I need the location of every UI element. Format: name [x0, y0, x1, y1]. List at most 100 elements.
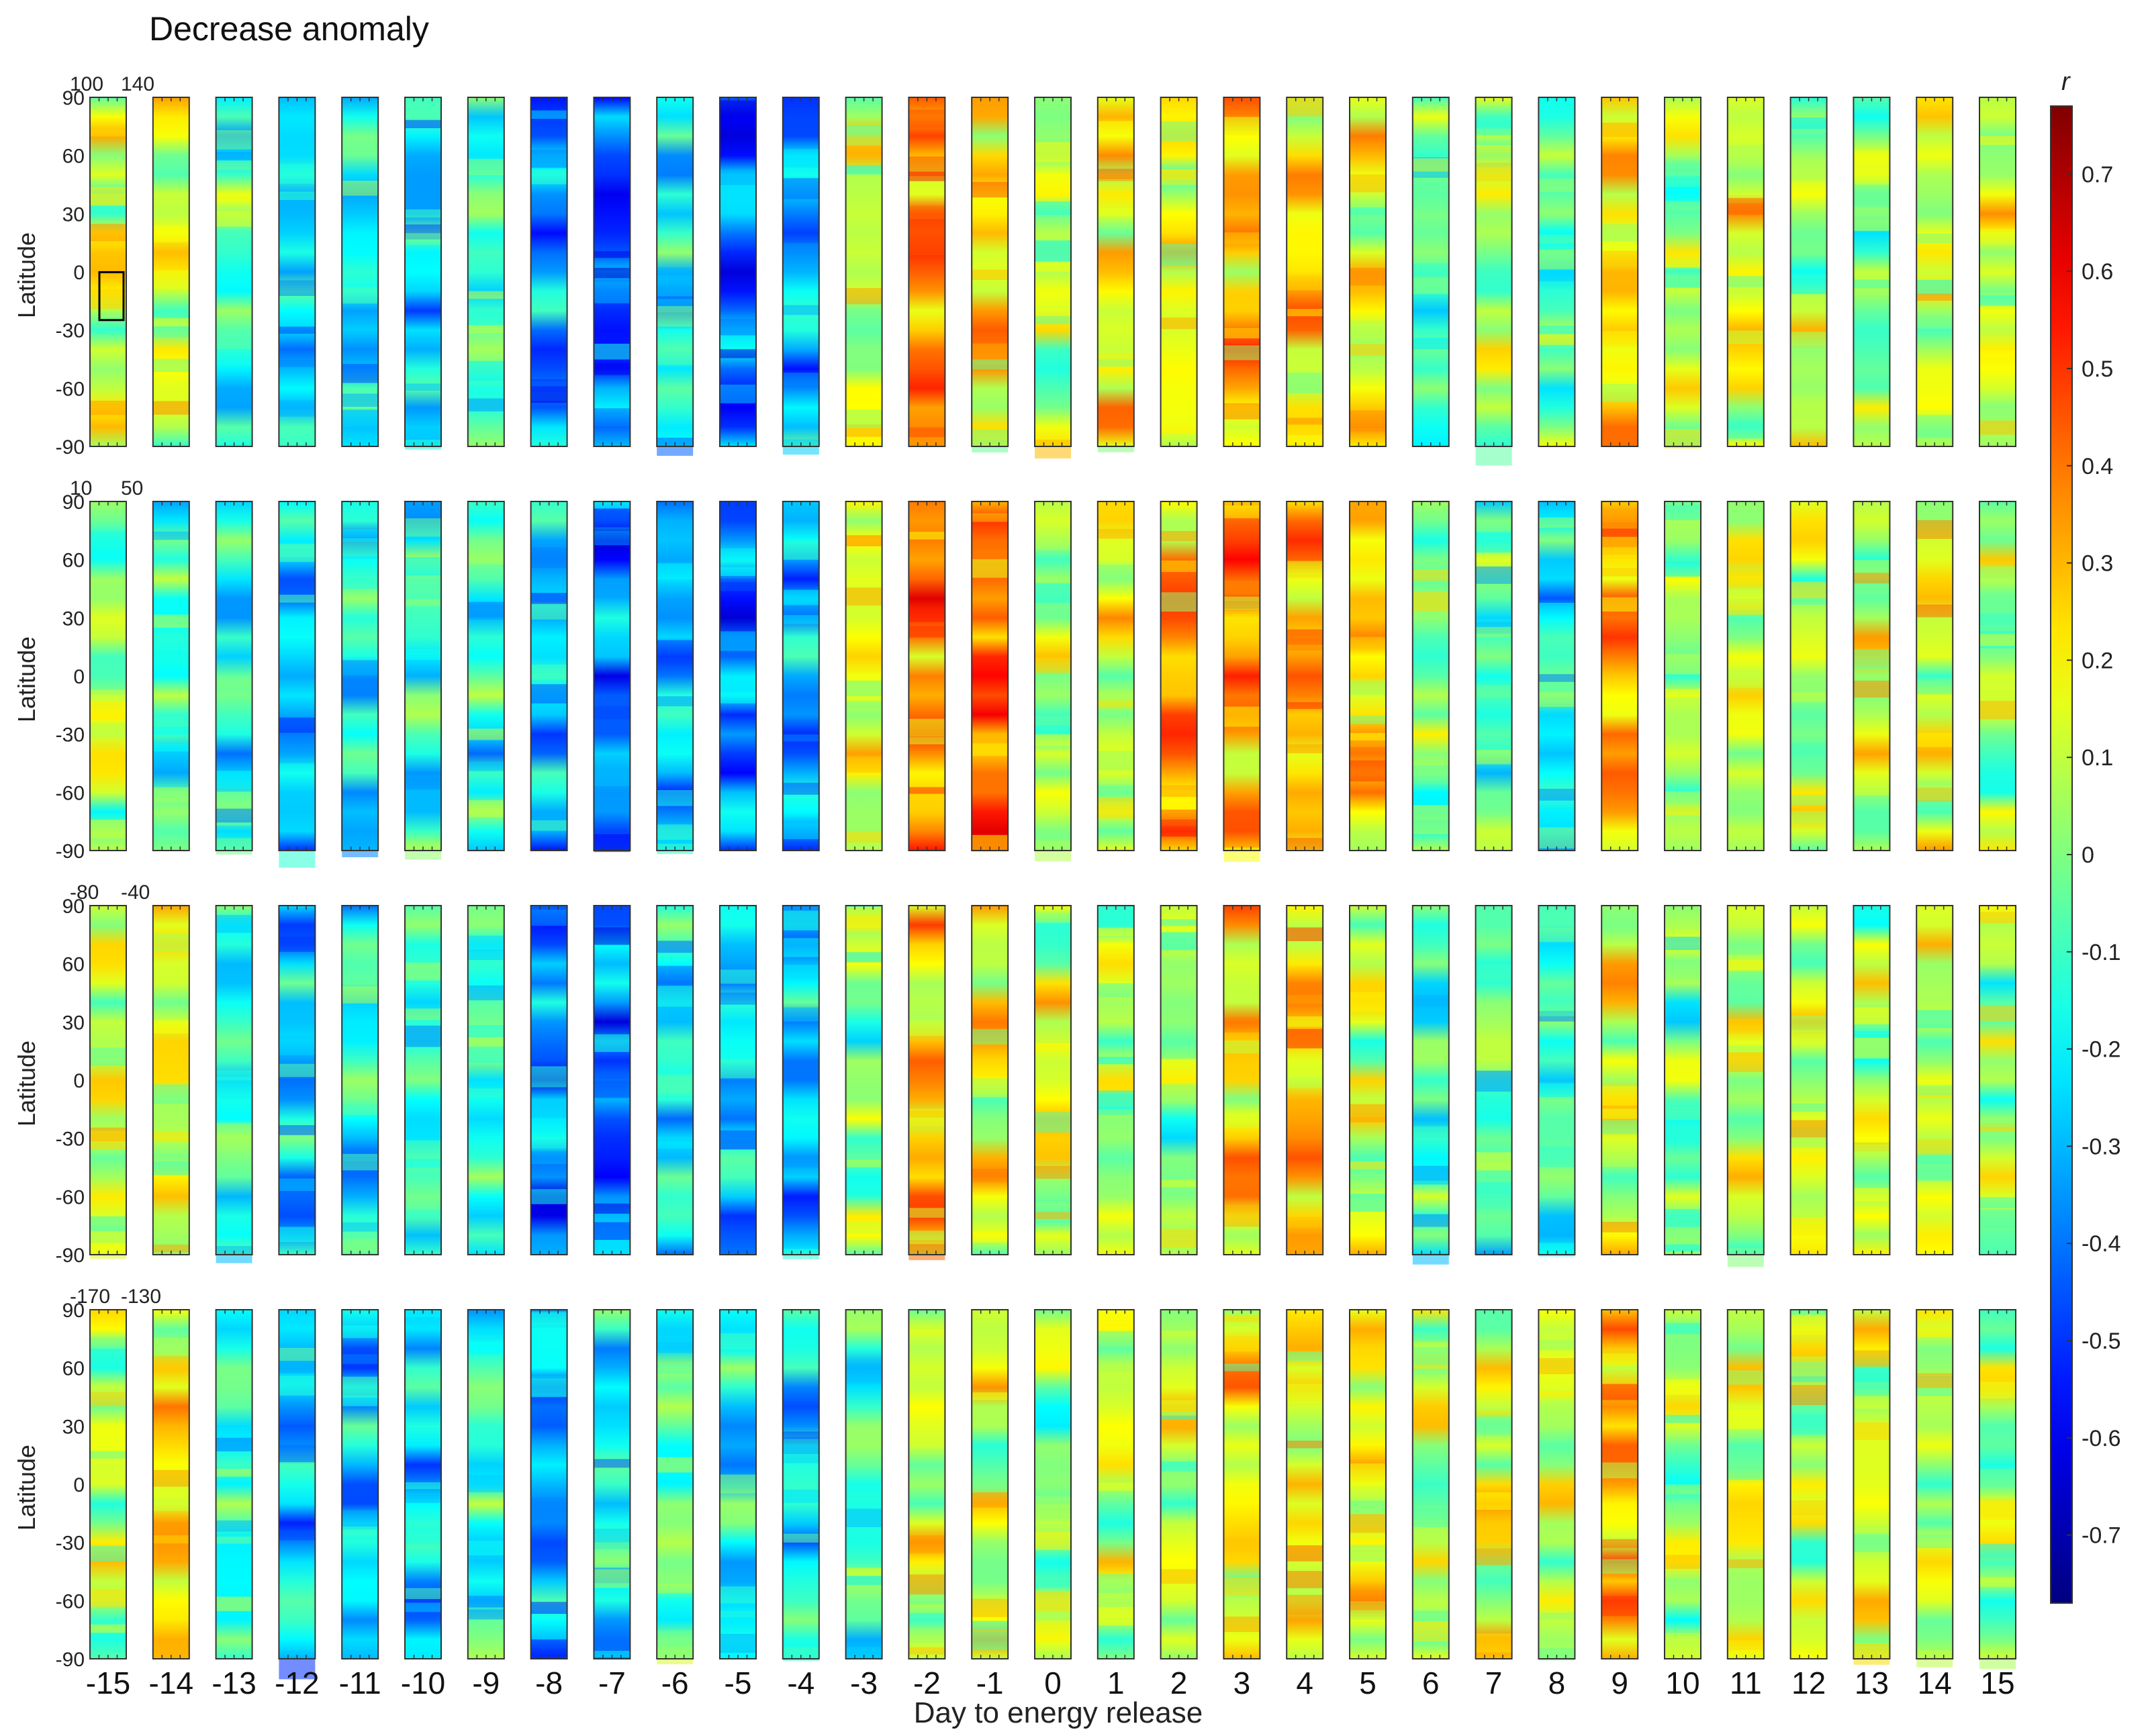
heatmap-streak	[216, 838, 252, 855]
heatmap-streak	[152, 329, 189, 338]
day-tick-label: 4	[1296, 1666, 1313, 1700]
heatmap-streak	[405, 209, 441, 218]
heatmap-streak	[1665, 654, 1701, 675]
heatmap-panel	[530, 501, 568, 851]
heatmap-streak	[152, 225, 189, 242]
heatmap-streak	[782, 243, 819, 252]
heatmap-streak	[152, 934, 189, 952]
heatmap-streak	[1035, 1112, 1071, 1132]
heatmap-streak	[1350, 174, 1386, 193]
heatmap-streak	[1287, 372, 1323, 393]
heatmap-streak	[908, 1231, 945, 1241]
heatmap-streak	[1097, 528, 1134, 539]
heatmap-streak	[1287, 418, 1323, 425]
heatmap-panel	[782, 501, 820, 851]
heatmap-streak	[908, 718, 945, 737]
heatmap-streak	[216, 1537, 252, 1544]
heatmap-streak	[657, 275, 694, 297]
heatmap-streak	[845, 952, 882, 963]
day-tick-label: 0	[1044, 1666, 1062, 1700]
heatmap-streak	[972, 269, 1009, 280]
heatmap-streak	[216, 1596, 252, 1611]
heatmap-streak	[1350, 716, 1386, 724]
heatmap-streak	[1035, 240, 1071, 262]
colorbar-tick-label: 0	[2082, 842, 2094, 868]
heatmap-panel	[908, 97, 946, 447]
heatmap-streak	[1538, 179, 1575, 192]
y-axis-label: Latitude	[13, 636, 40, 722]
heatmap-streak	[1601, 1559, 1638, 1574]
heatmap-streak	[1097, 121, 1134, 136]
heatmap-streak	[152, 1469, 189, 1487]
heatmap-panel	[782, 97, 820, 455]
colorbar-tick-label: 0.3	[2082, 551, 2113, 577]
heatmap-streak	[405, 557, 441, 576]
heatmap-streak	[216, 808, 252, 823]
heatmap-streak	[1475, 964, 1512, 981]
heatmap-streak	[1287, 1441, 1323, 1449]
heatmap-cell	[1287, 501, 1323, 851]
heatmap-streak	[530, 169, 567, 185]
heatmap-streak	[1538, 691, 1575, 707]
colorbar-tick-label: -0.7	[2082, 1523, 2121, 1549]
heatmap-streak	[90, 224, 126, 242]
heatmap-streak	[216, 771, 252, 789]
longitude-label-right: 50	[121, 477, 143, 499]
heatmap-streak	[594, 579, 631, 598]
day-tick-label: -5	[725, 1666, 752, 1700]
heatmap-streak	[405, 1494, 441, 1503]
heatmap-streak	[152, 1084, 189, 1104]
heatmap-panel: 2	[1160, 1309, 1198, 1700]
heatmap-streak	[1475, 685, 1512, 697]
heatmap-streak	[342, 364, 379, 383]
heatmap-streak	[1035, 914, 1071, 923]
heatmap-streak	[845, 757, 882, 773]
heatmap-streak	[1979, 1577, 2016, 1587]
heatmap-streak	[1223, 706, 1260, 727]
heatmap-streak	[1853, 1350, 1890, 1367]
heatmap-streak	[342, 660, 379, 679]
heatmap-streak	[405, 518, 441, 537]
heatmap-panel: -8	[530, 1309, 568, 1700]
heatmap-streak	[467, 311, 504, 326]
heatmap-streak	[1979, 700, 2016, 720]
heatmap-cell	[1287, 97, 1323, 446]
heatmap-streak	[1727, 1018, 1764, 1033]
heatmap-streak	[782, 540, 819, 560]
heatmap-streak	[152, 787, 189, 803]
heatmap-streak	[594, 344, 631, 360]
day-tick-label: -11	[339, 1666, 381, 1700]
heatmap-panel: 7	[1475, 1309, 1513, 1700]
heatmap-streak	[1412, 765, 1449, 783]
heatmap-streak	[467, 800, 504, 818]
heatmap-streak	[845, 409, 882, 428]
heatmap-cell	[908, 1310, 945, 1659]
heatmap-streak	[1350, 1500, 1386, 1514]
heatmap-streak	[152, 270, 189, 289]
heatmap-cell	[405, 97, 441, 446]
heatmap-streak	[1916, 1328, 1953, 1338]
heatmap-streak	[972, 1392, 1009, 1400]
heatmap-panel	[1538, 97, 1576, 447]
heatmap-streak	[1665, 791, 1701, 806]
day-tick-label: 12	[1791, 1666, 1826, 1700]
heatmap-streak	[1538, 1146, 1575, 1167]
heatmap-streak	[657, 790, 694, 806]
heatmap-streak	[1412, 569, 1449, 581]
heatmap-streak	[657, 1073, 694, 1096]
heatmap-streak	[1601, 508, 1638, 523]
heatmap-streak	[1979, 350, 2016, 359]
heatmap-streak	[1538, 249, 1575, 270]
heatmap-cell	[657, 1310, 694, 1659]
heatmap-streak	[972, 743, 1009, 757]
heatmap-streak	[1790, 1120, 1827, 1138]
heatmap-streak	[467, 158, 504, 175]
heatmap-streak	[1160, 1042, 1197, 1059]
heatmap-streak	[1412, 1177, 1449, 1185]
heatmap-streak	[782, 910, 819, 930]
heatmap-streak	[1287, 744, 1323, 754]
heatmap-streak	[1035, 316, 1071, 324]
heatmap-streak	[1475, 750, 1512, 765]
heatmap-streak	[1601, 1462, 1638, 1479]
heatmap-panel: 4	[1286, 1309, 1324, 1700]
